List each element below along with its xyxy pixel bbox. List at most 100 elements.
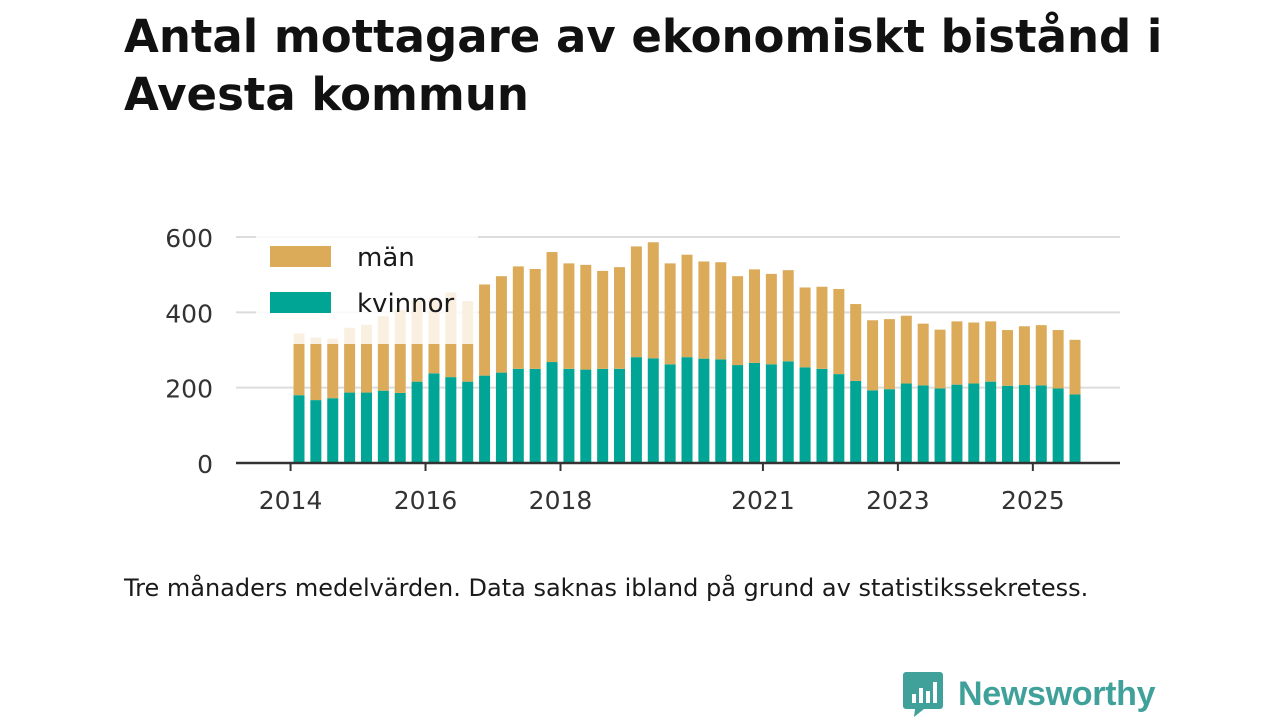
bar-kvinnor	[495, 372, 507, 463]
bar-kvinnor	[664, 364, 676, 463]
bar-man	[614, 267, 626, 369]
x-axis: 2014 2016 2018 2021 2023 2025	[236, 461, 1120, 515]
bar-kvinnor	[934, 388, 946, 463]
bar-kvinnor	[715, 359, 727, 463]
bar-kvinnor	[698, 358, 710, 463]
bar-kvinnor	[917, 385, 929, 463]
legend-swatch-kvinnor	[270, 292, 331, 313]
bar-kvinnor	[951, 384, 963, 463]
bar-kvinnor	[546, 362, 558, 463]
bar-kvinnor	[479, 375, 491, 463]
bar-man	[748, 269, 760, 363]
bar-kvinnor	[647, 358, 659, 463]
bar-kvinnor	[1035, 385, 1047, 463]
bar-kvinnor	[833, 374, 845, 463]
bar-man	[782, 270, 794, 362]
bar-kvinnor	[344, 392, 356, 463]
bar-kvinnor	[748, 362, 760, 463]
bar-kvinnor	[394, 392, 406, 463]
bar-man	[850, 304, 862, 381]
bar-man	[715, 262, 727, 360]
y-axis-ticks: 0 200 400 600	[165, 224, 213, 479]
bar-man	[867, 320, 879, 391]
bar-man	[732, 276, 744, 366]
bar-man	[985, 321, 997, 382]
bar-man	[479, 284, 491, 376]
bar-kvinnor	[630, 357, 642, 463]
bar-chart: 0 200 400 600 2014 2016 2018 2021 2023 2025 män k…	[165, 224, 1120, 515]
legend: män kvinnor	[256, 236, 478, 344]
bar-kvinnor	[968, 383, 980, 463]
bar-man	[327, 338, 339, 399]
bar-man	[344, 327, 356, 393]
bar-kvinnor	[614, 368, 626, 463]
bar-man	[951, 321, 963, 385]
bar-kvinnor	[900, 383, 912, 463]
bar-kvinnor	[1052, 388, 1064, 463]
bar-man	[833, 288, 845, 375]
bar-kvinnor	[462, 381, 474, 463]
bar-kvinnor	[293, 395, 305, 463]
bar-man	[1069, 339, 1081, 395]
bar-man	[1018, 326, 1030, 386]
bar-kvinnor	[732, 365, 744, 463]
y-tick-label: 0	[197, 450, 213, 479]
bar-man	[917, 323, 929, 386]
bar-man	[968, 322, 980, 384]
bar-man	[816, 286, 828, 369]
brand-name: Newsworthy	[958, 674, 1156, 713]
bar-man	[529, 269, 541, 369]
bar-man	[394, 310, 406, 393]
bar-man	[630, 246, 642, 358]
bar-kvinnor	[816, 368, 828, 463]
bar-man	[310, 337, 322, 401]
x-tick-label: 2023	[866, 486, 930, 515]
bar-kvinnor	[445, 377, 457, 463]
bar-man	[580, 264, 592, 370]
x-tick-label: 2021	[731, 486, 795, 515]
bar-man	[698, 261, 710, 359]
bar-man	[597, 270, 609, 369]
bar-kvinnor	[799, 367, 811, 463]
bar-kvinnor	[1069, 394, 1081, 463]
bar-man	[664, 263, 676, 365]
chart-title: Antal mottagare av ekonomiskt bistånd i …	[124, 10, 1163, 121]
bar-man	[512, 266, 524, 369]
bar-kvinnor	[512, 368, 524, 463]
x-tick-label: 2016	[394, 486, 458, 515]
bar-man	[934, 329, 946, 389]
bar-kvinnor	[850, 380, 862, 463]
bar-man	[765, 273, 777, 365]
bar-kvinnor	[580, 369, 592, 463]
bar-man	[883, 319, 895, 390]
bar-chart-speech-bubble-icon	[903, 672, 943, 717]
bar-man	[1002, 330, 1014, 386]
bar-kvinnor	[310, 400, 322, 463]
bar-man	[495, 276, 507, 373]
bar-kvinnor	[765, 364, 777, 463]
bar-man	[546, 252, 558, 363]
bar-kvinnor	[883, 389, 895, 463]
legend-label: kvinnor	[357, 289, 455, 319]
y-tick-label: 600	[165, 224, 213, 253]
bar-kvinnor	[867, 390, 879, 463]
x-tick-label: 2018	[529, 486, 593, 515]
bar-kvinnor	[681, 357, 693, 463]
bar-kvinnor	[428, 373, 440, 463]
bar-man	[293, 333, 305, 396]
bar-man	[1052, 330, 1064, 389]
footnote: Tre månaders medelvärden. Data saknas ib…	[124, 574, 1089, 602]
bar-kvinnor	[782, 361, 794, 463]
bar-series	[293, 242, 1081, 463]
brand-logo: Newsworthy	[902, 670, 1156, 718]
bar-kvinnor	[529, 368, 541, 463]
x-tick-label: 2025	[1001, 486, 1065, 515]
bar-kvinnor	[597, 368, 609, 463]
bar-kvinnor	[360, 392, 372, 463]
legend-swatch-man	[270, 246, 331, 267]
bar-man	[900, 315, 912, 384]
legend-label: män	[357, 243, 415, 273]
bar-man	[360, 324, 372, 393]
bar-kvinnor	[563, 368, 575, 463]
bar-kvinnor	[1002, 385, 1014, 463]
